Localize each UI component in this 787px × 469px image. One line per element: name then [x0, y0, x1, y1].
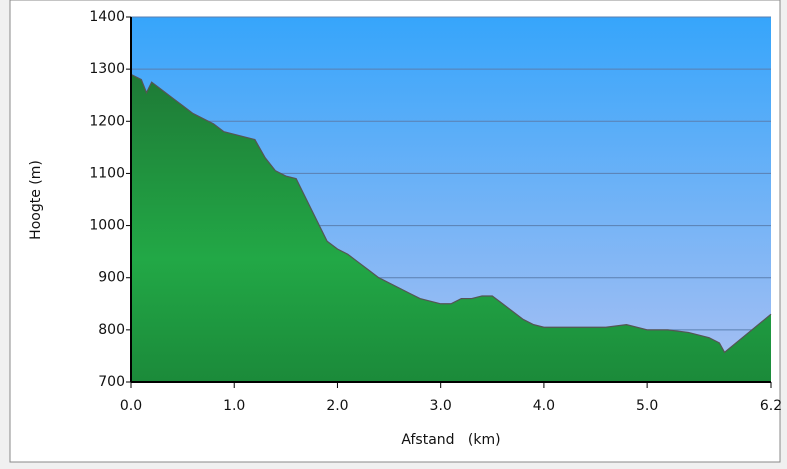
y-tick-label: 1400	[89, 9, 125, 25]
x-axis-label: Afstand (km)	[401, 432, 500, 448]
y-axis-label: Hoogte (m)	[28, 160, 44, 240]
y-tick-label: 700	[98, 374, 125, 390]
x-tick-label: 3.0	[430, 398, 452, 414]
x-tick-label: 0.0	[120, 398, 142, 414]
x-tick-label: 1.0	[223, 398, 245, 414]
y-tick-label: 800	[98, 322, 125, 338]
x-tick-label: 6.2	[760, 398, 782, 414]
x-tick-label: 4.0	[533, 398, 555, 414]
elevation-area	[131, 74, 771, 382]
elevation-line	[130, 73, 772, 354]
y-tick-label: 1200	[89, 113, 125, 129]
y-tick-label: 1300	[89, 61, 125, 77]
x-tick-label: 5.0	[636, 398, 658, 414]
x-tick-label: 2.0	[326, 398, 348, 414]
y-tick-label: 1100	[89, 165, 125, 181]
y-tick-label: 1000	[89, 218, 125, 234]
y-tick-label: 900	[98, 270, 125, 286]
